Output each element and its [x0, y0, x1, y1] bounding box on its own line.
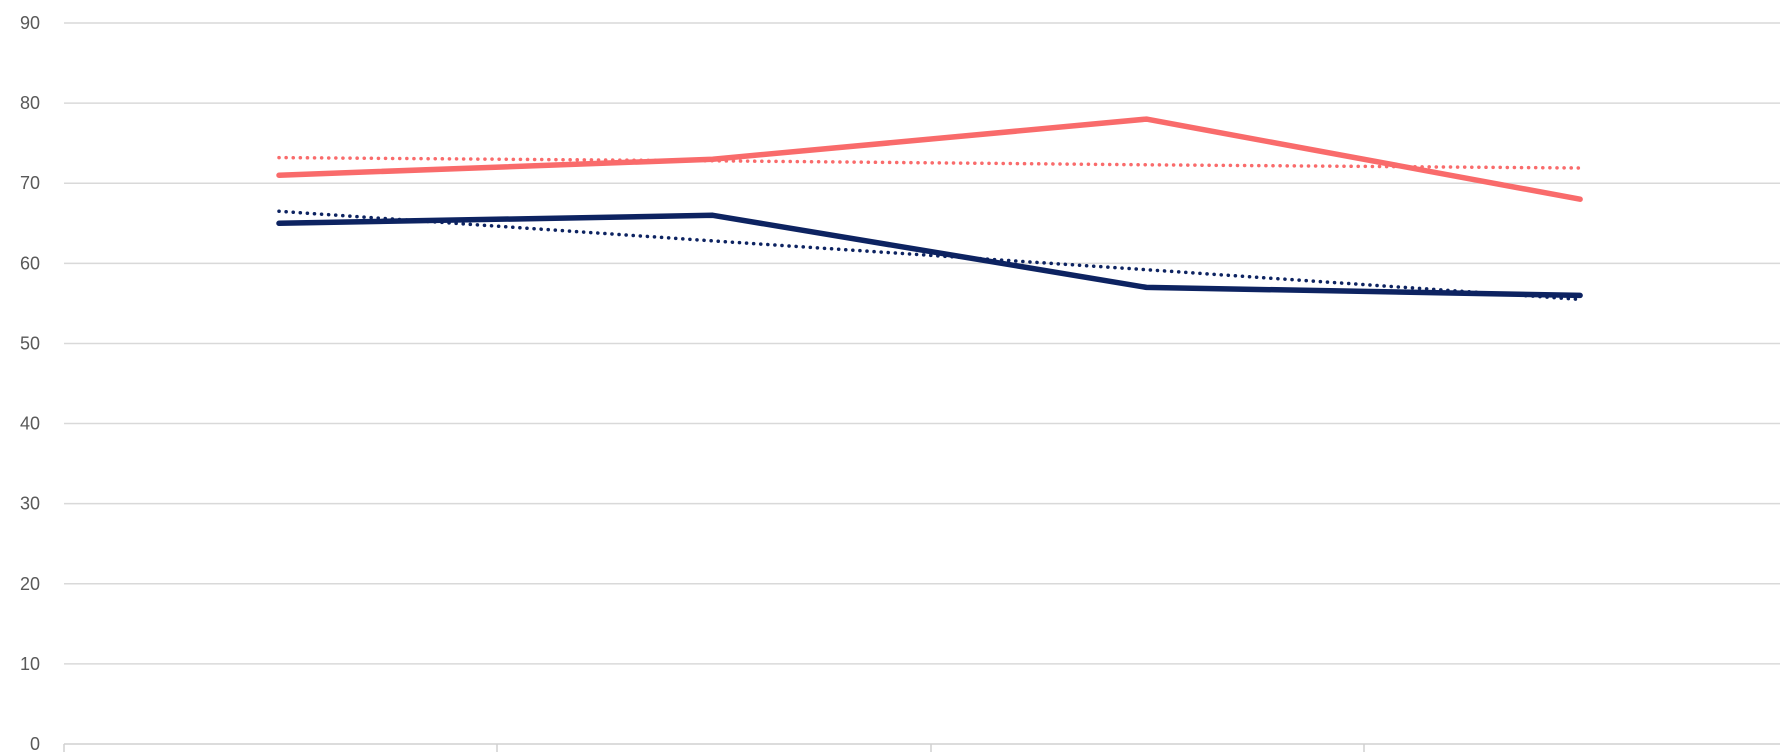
y-tick-label: 20 [20, 574, 40, 594]
gridlines [64, 22, 1780, 745]
y-axis-tick-labels: 0 10 20 30 40 50 60 70 80 90 [20, 13, 40, 752]
y-tick-label: 30 [20, 494, 40, 514]
series-lines [276, 116, 1583, 302]
x-axis [63, 744, 1365, 752]
y-tick-label: 10 [20, 654, 40, 674]
y-tick-label: 90 [20, 13, 40, 33]
series-line-0 [276, 116, 1583, 202]
y-tick-label: 50 [20, 333, 40, 353]
trendline-3 [277, 209, 1582, 302]
y-tick-label: 40 [20, 414, 40, 434]
y-tick-label: 80 [20, 93, 40, 113]
y-tick-label: 70 [20, 173, 40, 193]
y-tick-label: 60 [20, 253, 40, 273]
series-line-2 [276, 212, 1583, 299]
y-tick-label: 0 [30, 734, 40, 752]
